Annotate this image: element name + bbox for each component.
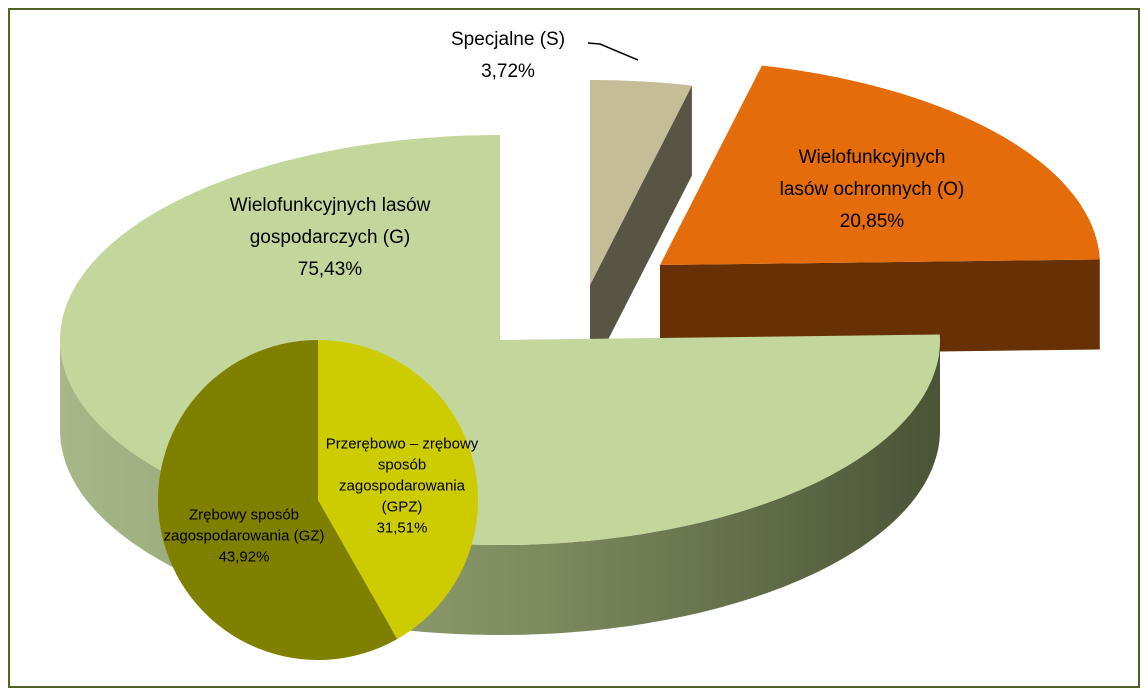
slice-name: Wielofunkcyjnych lasów ochronnych (O) — [779, 147, 965, 200]
slice-value: 20,85% — [839, 211, 905, 232]
slice — [318, 339, 479, 640]
slice-name: Wielofunkcyjnych lasów gospodarczych (G) — [229, 195, 431, 248]
slice-name: Specjalne (S) — [450, 29, 566, 50]
slice-value: 31,51% — [376, 519, 428, 537]
slice-face — [590, 85, 692, 375]
slice-label: Zrębowy sposób zagospodarowania (GZ) 43,9… — [159, 505, 329, 568]
slice-name: Przerębowo – zrębowy sposób zagospodarow… — [325, 435, 479, 516]
slice — [158, 340, 398, 660]
leader-line — [587, 42, 639, 61]
slice — [660, 65, 1100, 265]
inner-pie — [158, 339, 479, 660]
slice — [590, 80, 692, 285]
slice-face — [660, 259, 1100, 355]
slice-label: Wielofunkcyjnych lasów ochronnych (O) 20,… — [772, 142, 972, 238]
slice-label: Przerębowo – zrębowy sposób zagospodarow… — [317, 434, 487, 539]
slice-value: 75,43% — [297, 259, 363, 280]
slice-name: Zrębowy sposób zagospodarowania (GZ) — [163, 506, 325, 545]
slice-label: Specjalne (S) 3,72% — [408, 24, 608, 88]
slice-label: Wielofunkcyjnych lasów gospodarczych (G)… — [210, 190, 450, 286]
slice-value: 3,72% — [481, 61, 535, 82]
slice-value: 43,92% — [218, 548, 270, 566]
